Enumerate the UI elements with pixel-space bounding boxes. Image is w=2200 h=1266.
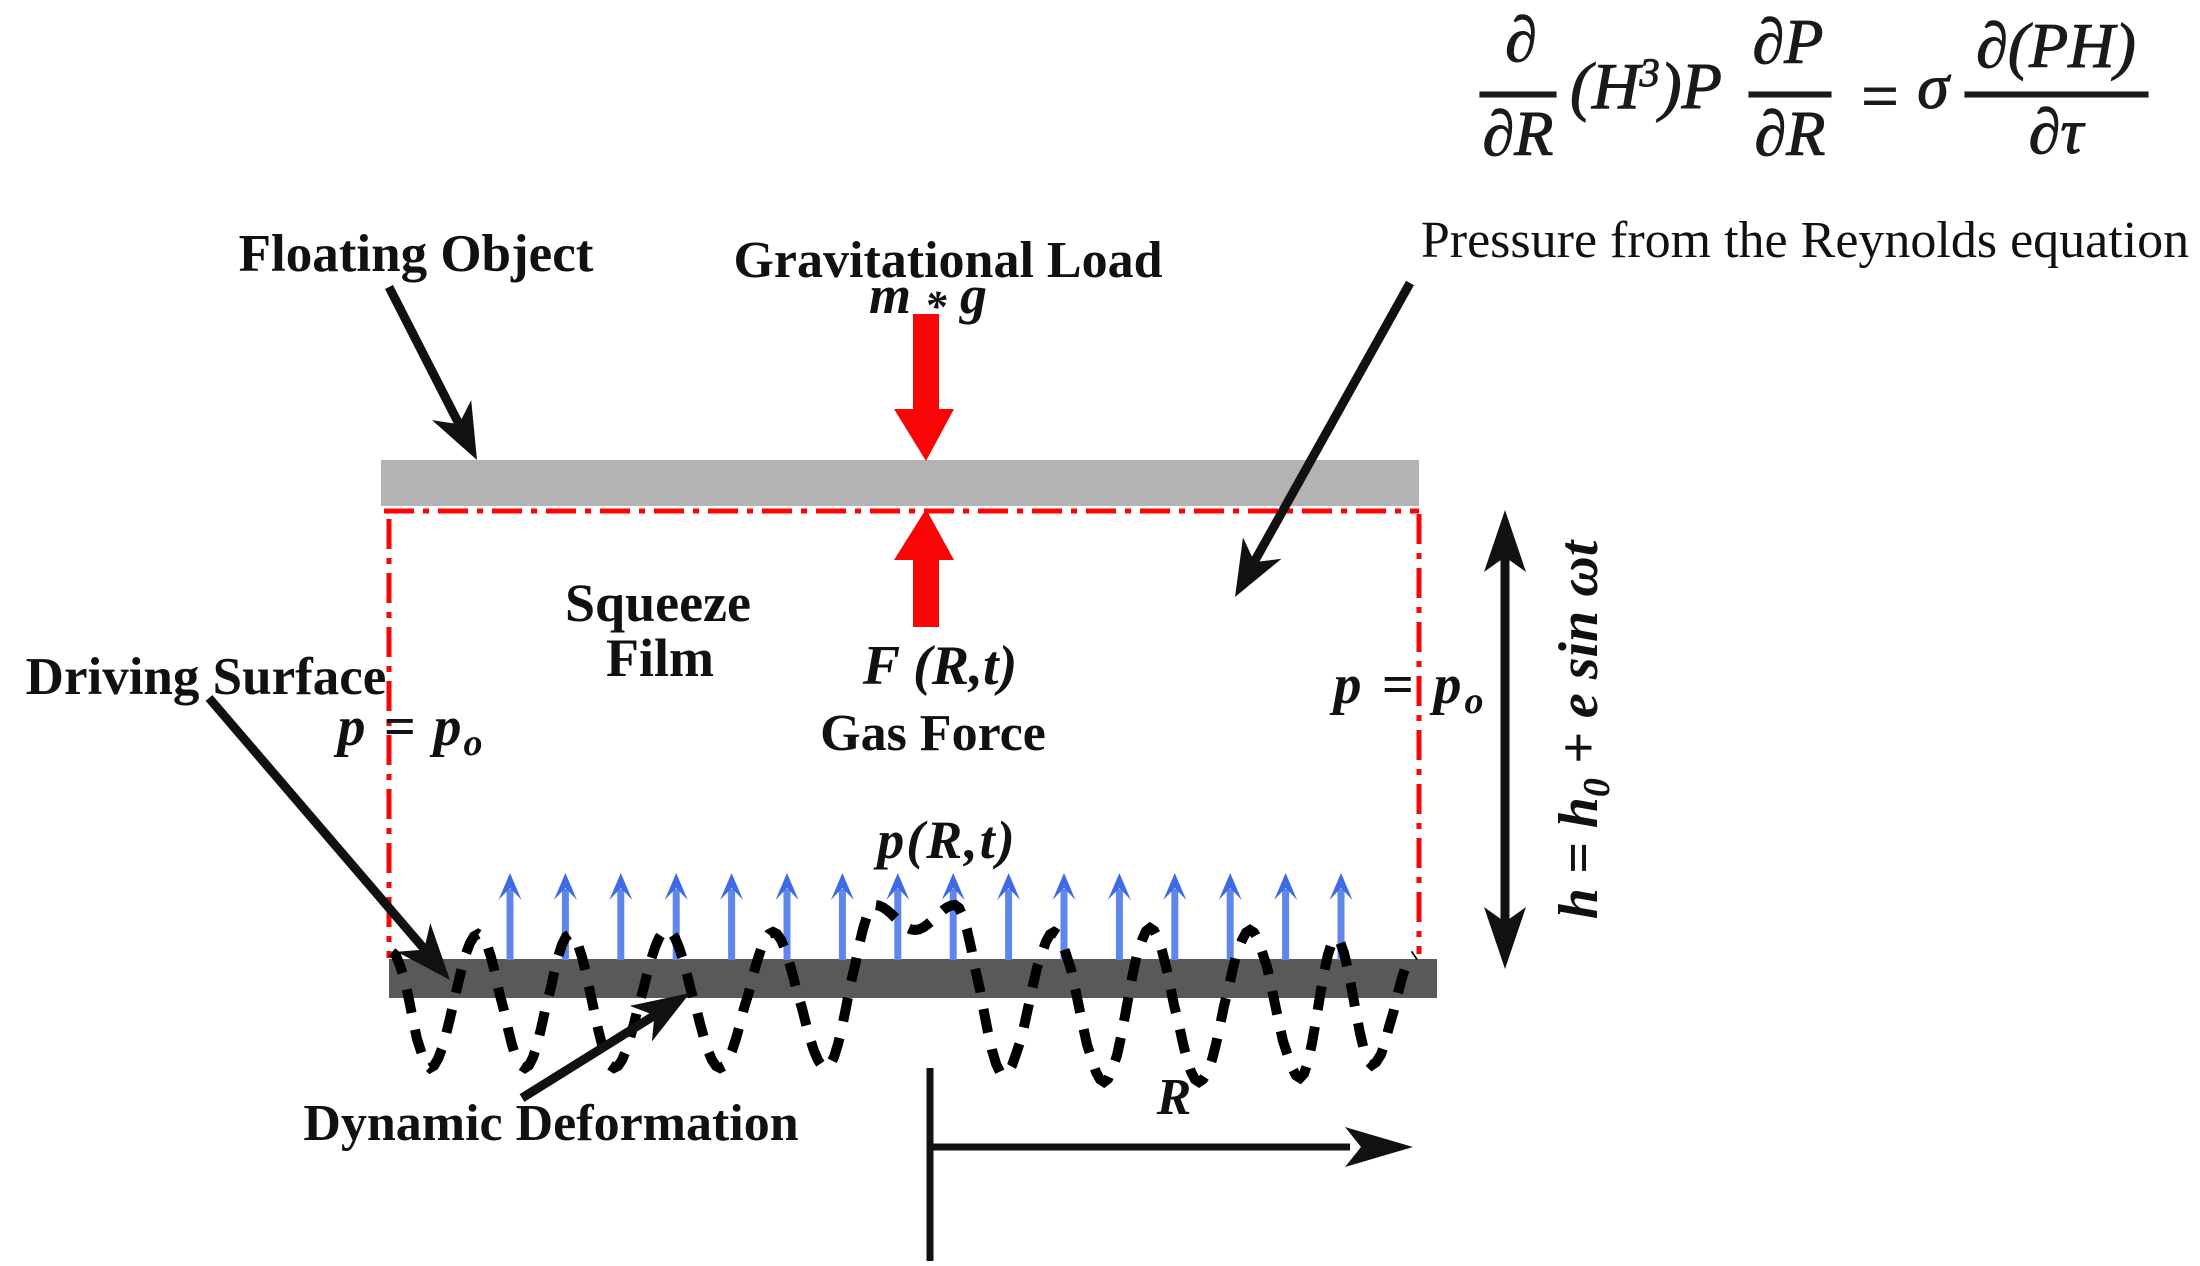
svg-text:h = h0 + e sin ωt: h = h0 + e sin ωt bbox=[1548, 539, 1618, 919]
svg-text:∂τ: ∂τ bbox=[2029, 96, 2086, 167]
svg-text:Gravitational Load: Gravitational Load bbox=[733, 232, 1162, 289]
svg-text:=: = bbox=[1861, 60, 1898, 133]
svg-text:Driving Surface: Driving Surface bbox=[26, 648, 387, 706]
svg-text:Squeeze: Squeeze bbox=[565, 573, 751, 633]
svg-text:Dynamic Deformation: Dynamic Deformation bbox=[303, 1095, 798, 1152]
svg-text:Pressure from the Reynolds equ: Pressure from the Reynolds equation bbox=[1421, 212, 2189, 269]
svg-text:R: R bbox=[1156, 1069, 1192, 1126]
svg-text:p(R,t): p(R,t) bbox=[873, 810, 1017, 870]
svg-text:Film: Film bbox=[606, 628, 714, 688]
svg-text:σ: σ bbox=[1917, 51, 1951, 122]
svg-text:(H3)P: (H3)P bbox=[1570, 50, 1722, 123]
svg-text:∂(PH): ∂(PH) bbox=[1976, 10, 2136, 81]
svg-text:F (R,t): F (R,t) bbox=[862, 635, 1018, 697]
svg-text:∂R: ∂R bbox=[1483, 98, 1554, 169]
svg-text:∂R: ∂R bbox=[1755, 98, 1826, 169]
svg-text:p = po: p = po bbox=[1330, 654, 1487, 722]
svg-text:Gas Force: Gas Force bbox=[820, 705, 1046, 762]
svg-text:p = po: p = po bbox=[334, 696, 485, 764]
svg-text:Floating Object: Floating Object bbox=[239, 225, 594, 283]
svg-text:∂: ∂ bbox=[1505, 4, 1537, 75]
svg-text:∂P: ∂P bbox=[1753, 6, 1824, 77]
